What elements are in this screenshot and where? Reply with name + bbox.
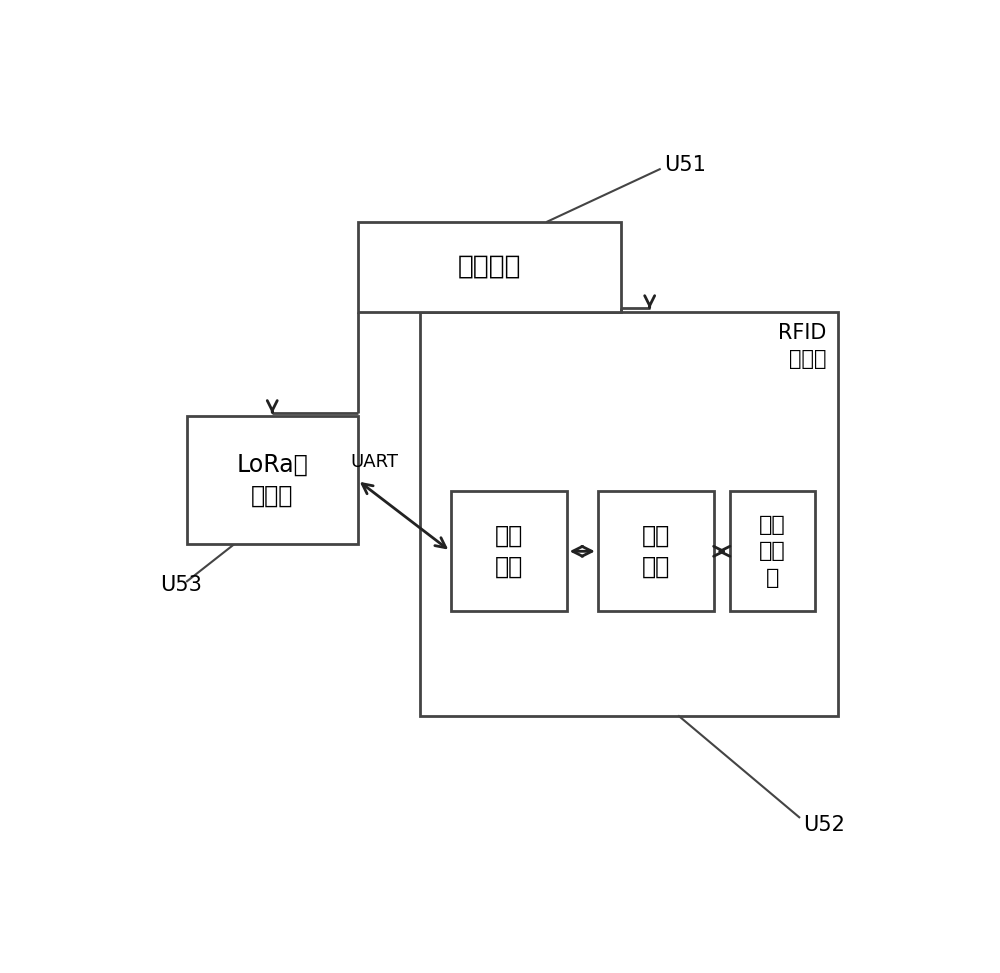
Text: RFID
阅读器: RFID 阅读器 (778, 323, 826, 369)
Bar (420, 311, 838, 716)
Bar (358, 222, 621, 311)
Text: U53: U53 (160, 575, 202, 595)
Text: 射频
基带: 射频 基带 (642, 523, 670, 579)
Text: LoRa收
发模块: LoRa收 发模块 (236, 452, 308, 508)
Bar (598, 491, 714, 611)
Bar (730, 491, 815, 611)
Text: U51: U51 (664, 156, 706, 175)
Bar (187, 416, 358, 544)
Bar (450, 491, 567, 611)
Text: 电源模块: 电源模块 (458, 254, 521, 279)
Text: 数字
基带: 数字 基带 (494, 523, 523, 579)
Text: UART: UART (351, 453, 399, 471)
Text: U52: U52 (803, 814, 845, 835)
Text: 读写
器天
线: 读写 器天 线 (759, 515, 786, 588)
